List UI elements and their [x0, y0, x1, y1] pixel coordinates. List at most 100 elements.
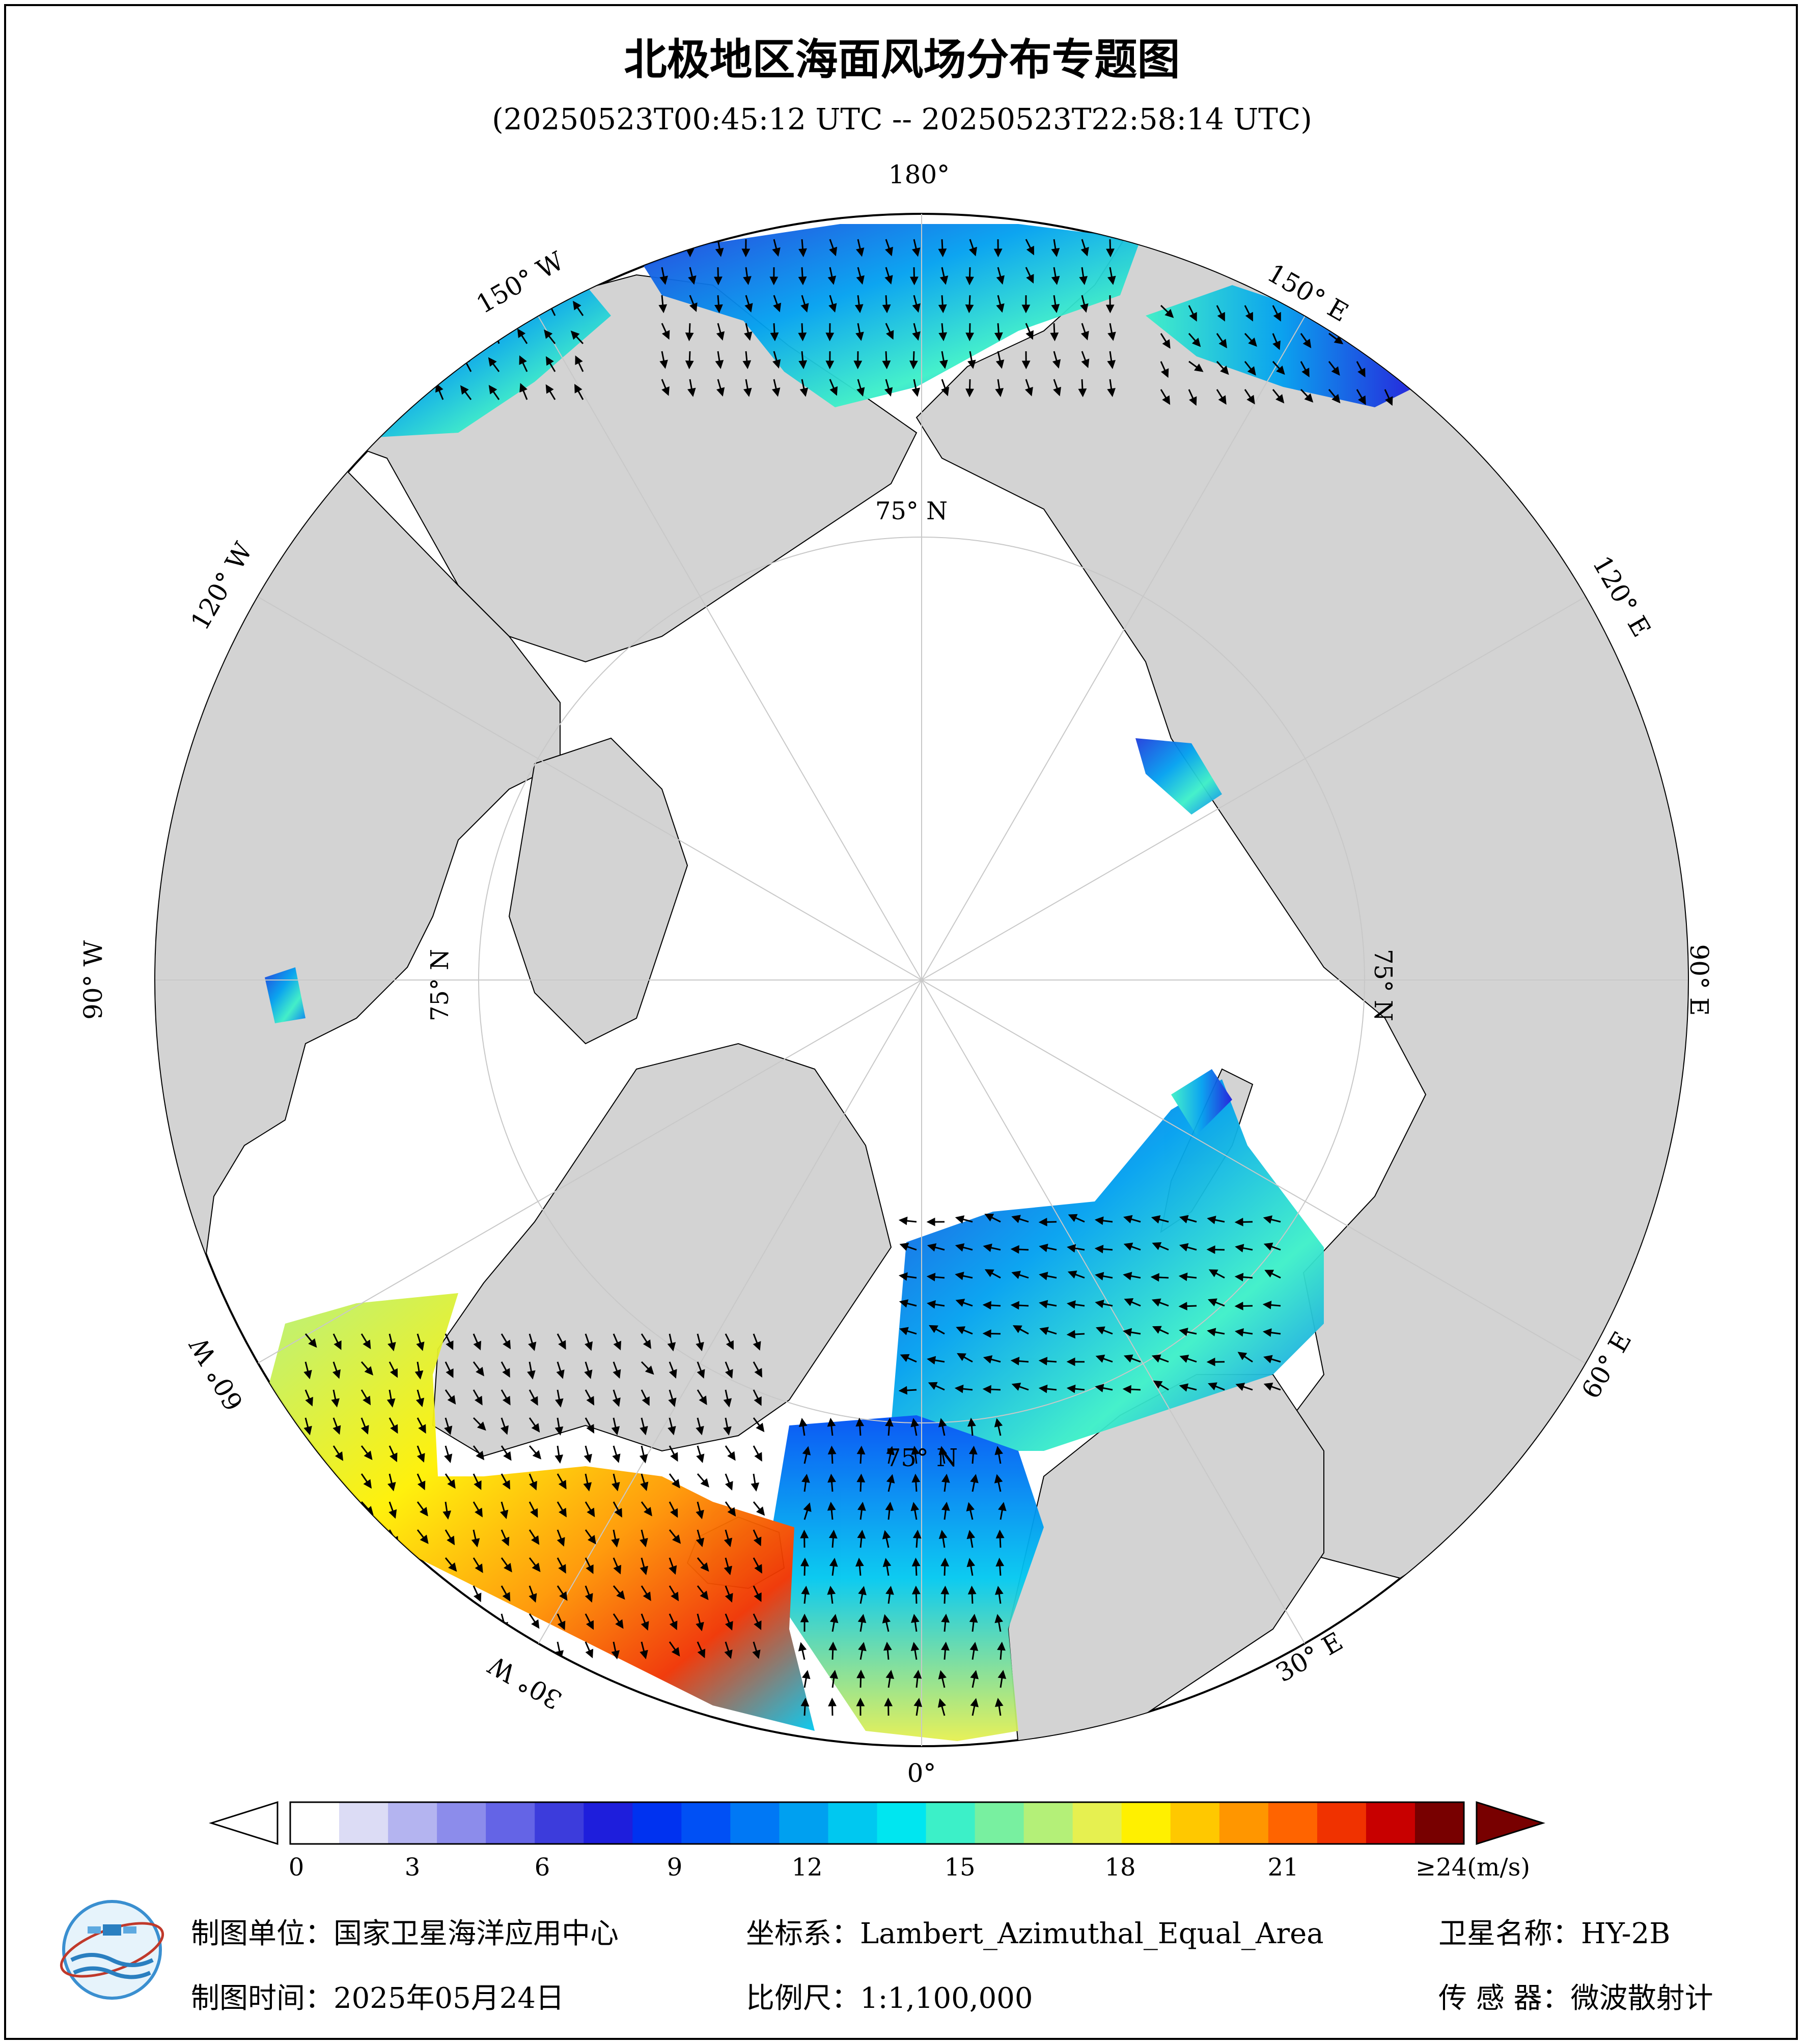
wind-arrow-head — [1237, 1352, 1247, 1360]
wind-arrow-head — [965, 332, 975, 342]
wind-arrow-head — [640, 1649, 648, 1660]
meridian-line — [921, 596, 1586, 981]
wind-arrow-head — [955, 1299, 965, 1307]
wind-arrow-head — [725, 1369, 733, 1379]
wind-arrow-head — [390, 1452, 398, 1463]
wind-arrow-head — [471, 1538, 480, 1548]
wind-arrow-head — [955, 1272, 964, 1280]
wind-arrow-head — [334, 1340, 342, 1350]
wind-arrow-head — [882, 1530, 891, 1539]
wind-arrow-head — [884, 1697, 893, 1706]
wind-arrow-head — [743, 276, 752, 286]
wind-arrow-head — [417, 1480, 426, 1491]
wind-arrow-head — [856, 1473, 866, 1482]
wind-arrow-head — [1123, 1242, 1133, 1251]
wind-arrow-head — [913, 1669, 922, 1679]
wind-arrow — [435, 356, 444, 372]
wind-arrow-head — [442, 1510, 452, 1520]
wind-arrow-head — [528, 1341, 537, 1351]
wind-arrow-head — [640, 1565, 648, 1576]
wind-arrow-head — [1388, 337, 1398, 347]
wind-arrow-head — [1263, 1215, 1273, 1224]
wind-arrow-head — [545, 356, 554, 366]
wind-arrow-head — [447, 1535, 455, 1546]
wind-arrow-head — [883, 1641, 892, 1651]
wind-arrow-head — [829, 386, 838, 396]
wind-arrow-head — [1024, 386, 1033, 397]
wind-arrow-head — [1081, 358, 1090, 369]
wind-arrow-head — [558, 1564, 566, 1574]
wind-arrow-head — [911, 1585, 921, 1594]
wind-arrow-head — [1179, 1243, 1189, 1252]
wind-arrow-head — [1235, 1244, 1244, 1252]
wind-arrow-head — [801, 1473, 810, 1483]
wind-arrow-head — [417, 1453, 425, 1463]
swath-kara-coast — [1171, 1069, 1232, 1135]
wind-arrow-head — [585, 1648, 594, 1659]
wind-arrow-head — [828, 1641, 838, 1650]
wind-arrow — [379, 356, 388, 372]
wind-arrow-head — [616, 1590, 625, 1600]
wind-arrow-head — [1080, 303, 1089, 313]
wind-arrow — [417, 1613, 426, 1629]
lat-label-right: 75° N — [1369, 949, 1397, 1021]
wind-speed-swaths — [265, 224, 1416, 1741]
wind-arrow-head — [1094, 1216, 1104, 1225]
wind-arrow-head — [611, 1426, 620, 1436]
wind-arrow-head — [825, 360, 835, 370]
wind-arrow-head — [471, 1621, 481, 1632]
wind-arrow-head — [969, 1613, 978, 1623]
wind-arrow — [304, 1473, 314, 1489]
wind-arrow-head — [447, 1395, 456, 1405]
wind-arrow-head — [929, 1325, 938, 1333]
colorbar-tick-21: 21 — [1267, 1853, 1299, 1882]
wind-arrow-head — [1011, 1271, 1021, 1279]
wind-arrow-head — [1095, 1326, 1105, 1335]
wind-arrow-head — [1010, 1245, 1019, 1254]
colorbar-cell — [877, 1802, 927, 1844]
wind-arrow-head — [1262, 1328, 1272, 1337]
wind-arrow-head — [554, 1426, 564, 1436]
wind-arrow-head — [527, 1370, 536, 1380]
wind-arrow-head — [997, 1641, 1006, 1651]
wind-arrow-head — [1021, 304, 1031, 314]
wind-arrow-head — [1095, 1384, 1104, 1392]
wind-arrow-head — [1051, 304, 1060, 313]
wind-arrow-head — [803, 1502, 812, 1512]
wind-arrow-head — [1122, 1385, 1131, 1394]
wind-arrow-head — [386, 1398, 396, 1408]
wind-arrow-head — [303, 1509, 312, 1520]
wind-arrow-head — [773, 302, 782, 313]
wind-arrow-head — [574, 383, 582, 394]
wind-arrow-head — [611, 1650, 620, 1660]
wind-arrow-head — [696, 1341, 704, 1352]
wind-arrow-head — [911, 1445, 920, 1455]
wind-arrow-head — [882, 1614, 891, 1623]
wind-arrow-head — [1357, 368, 1366, 378]
wind-arrow — [304, 1641, 311, 1658]
footer-scale: 比例尺：1:1,100,000 — [746, 1982, 1033, 2015]
wind-arrow-head — [642, 1396, 650, 1406]
wind-arrow-head — [308, 1450, 318, 1460]
wind-arrow-head — [955, 1215, 965, 1224]
wind-arrow-head — [800, 303, 809, 313]
wind-arrow-head — [1026, 274, 1034, 284]
wind-arrow-head — [700, 1590, 709, 1601]
wind-arrow-head — [432, 329, 441, 339]
wind-arrow-head — [770, 332, 779, 342]
wind-arrow-head — [475, 1563, 483, 1573]
wind-arrow-head — [800, 1529, 809, 1538]
wind-arrow-head — [1206, 1245, 1215, 1254]
wind-arrow-head — [756, 1422, 765, 1433]
wind-arrow-head — [1153, 1380, 1163, 1389]
wind-arrow-head — [363, 1647, 372, 1657]
wind-arrow-head — [1246, 395, 1255, 405]
wind-arrow — [332, 1473, 338, 1490]
wind-arrow-head — [724, 1649, 733, 1659]
wind-arrow-head — [744, 303, 753, 313]
wind-arrow-head — [1385, 396, 1393, 406]
wind-arrow — [375, 386, 388, 400]
wind-arrow-head — [528, 1649, 537, 1659]
